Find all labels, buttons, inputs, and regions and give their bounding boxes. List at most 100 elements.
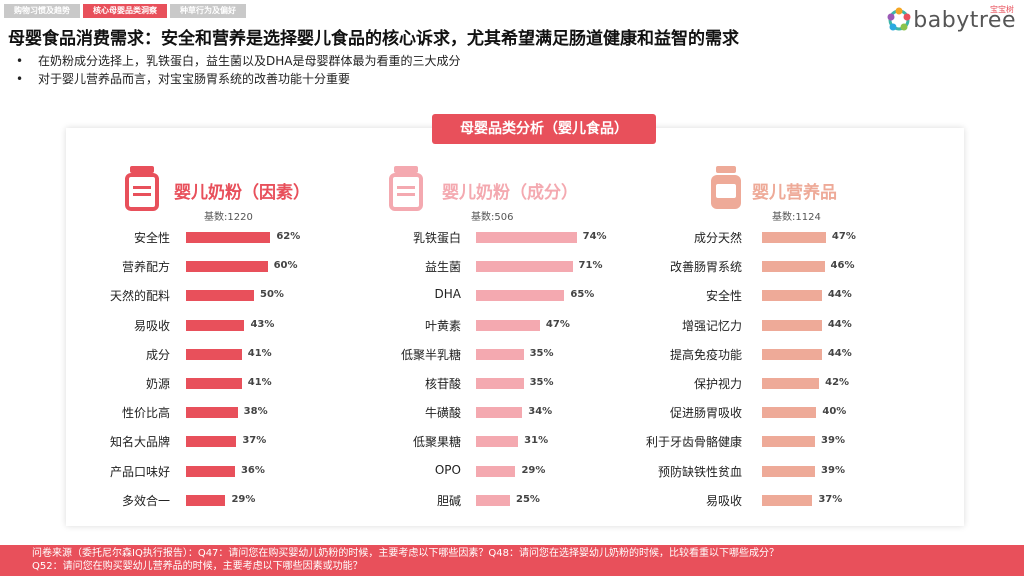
chart-base-count: 基数:1124 xyxy=(772,212,821,223)
tick-label: 奶源 xyxy=(145,377,170,391)
bar xyxy=(762,348,822,360)
tab-shopping-habits[interactable]: 购物习惯及趋势 xyxy=(4,4,80,18)
data-label: 62% xyxy=(276,231,301,242)
bar xyxy=(186,261,268,273)
bar xyxy=(186,436,237,448)
milk-can-icon xyxy=(389,166,423,211)
data-label: 46% xyxy=(830,260,855,272)
tick-label: 知名大品牌 xyxy=(109,435,170,450)
footer-line-1: 问卷来源（委托尼尔森IQ执行报告）：Q47：请问您在购买婴幼儿奶粉的时候，主要考… xyxy=(32,548,780,559)
tick-label: 益生菌 xyxy=(424,260,461,275)
data-label: 44% xyxy=(827,318,852,330)
bar xyxy=(186,407,238,419)
tick-label: 成分天然 xyxy=(693,231,742,245)
bar xyxy=(476,436,519,448)
bar xyxy=(186,494,226,506)
data-label: 39% xyxy=(821,464,845,476)
section-tabs: 购物习惯及趋势 核心母婴品类洞察 种草行为及偏好 xyxy=(4,4,246,18)
tab-seeding-behavior[interactable]: 种草行为及偏好 xyxy=(170,4,246,18)
tick-label: 核苷酸 xyxy=(424,377,461,391)
bar xyxy=(762,319,822,331)
tick-label: 低聚果糖 xyxy=(412,435,461,450)
bar xyxy=(476,378,524,389)
chart-title: 婴儿奶粉（因素） xyxy=(174,183,310,203)
footer-line-2: Q52：请问您在购买婴幼儿营养品的时候，主要考虑以下哪些因素或功能？ xyxy=(32,561,363,572)
data-label: 47% xyxy=(545,318,570,330)
data-label: 43% xyxy=(250,318,275,330)
chart-base-count: 基数:506 xyxy=(471,212,514,223)
tick-label: 安全性 xyxy=(705,289,742,304)
data-label: 38% xyxy=(243,406,268,418)
tick-label: 性价比高 xyxy=(121,406,170,421)
tick-label: 增强记忆力 xyxy=(681,318,742,333)
bar xyxy=(186,319,245,331)
data-label: 35% xyxy=(529,347,554,359)
tick-label: 营养配方 xyxy=(121,260,170,275)
bar xyxy=(762,436,816,448)
page-title: 母婴食品消费需求：安全和营养是选择婴儿食品的核心诉求，尤其希望满足肠道健康和益智… xyxy=(8,29,739,49)
tick-label: 胆碱 xyxy=(436,493,461,508)
tick-label: 易吸收 xyxy=(133,318,170,333)
bar xyxy=(186,348,242,360)
tick-label: 易吸收 xyxy=(705,493,742,508)
milk-can-icon xyxy=(125,166,159,211)
panel-title: 母婴品类分析（婴儿食品） xyxy=(432,114,656,144)
bar xyxy=(186,290,254,302)
chart-title: 婴儿奶粉（成分） xyxy=(442,183,578,203)
bar xyxy=(762,407,817,419)
data-label: 71% xyxy=(578,260,603,272)
data-label: 74% xyxy=(582,231,607,242)
tick-label: 多效合一 xyxy=(121,493,170,508)
chart-title: 婴儿营养品 xyxy=(752,183,837,203)
bar xyxy=(186,378,242,389)
data-label: 65% xyxy=(570,289,595,301)
bar xyxy=(476,319,540,331)
bar xyxy=(476,290,565,302)
data-label: 40% xyxy=(822,406,847,418)
data-label: 29% xyxy=(521,464,546,476)
tick-label: 提高免疫功能 xyxy=(669,347,742,362)
bar xyxy=(186,465,235,477)
data-label: 47% xyxy=(831,231,856,242)
tick-label: 促进肠胃吸收 xyxy=(669,406,742,421)
bullet-item: 在奶粉成分选择上，乳铁蛋白，益生菌以及DHA是母婴群体最为看重的三大成分 xyxy=(16,52,460,70)
data-label: 31% xyxy=(524,435,549,447)
bar xyxy=(476,261,573,273)
data-label: 37% xyxy=(242,435,267,447)
tick-label: 低聚半乳糖 xyxy=(400,347,461,362)
tick-label: OPO xyxy=(434,462,461,477)
bar xyxy=(476,494,510,506)
summary-bullets: 在奶粉成分选择上，乳铁蛋白，益生菌以及DHA是母婴群体最为看重的三大成分 对于婴… xyxy=(16,52,460,88)
tab-core-category-insight[interactable]: 核心母婴品类洞察 xyxy=(83,4,167,18)
data-label: 44% xyxy=(827,289,852,301)
bar xyxy=(762,494,813,506)
tick-label: DHA xyxy=(434,287,461,302)
tick-label: 安全性 xyxy=(133,231,170,245)
bar xyxy=(476,348,524,360)
data-label: 34% xyxy=(528,406,553,418)
data-label: 25% xyxy=(516,493,540,505)
data-label: 41% xyxy=(247,377,272,388)
data-label: 44% xyxy=(827,347,852,359)
tick-label: 改善肠胃系统 xyxy=(669,260,742,275)
bar xyxy=(762,290,822,302)
tick-label: 牛磺酸 xyxy=(424,406,461,421)
data-label: 50% xyxy=(260,289,284,301)
tick-label: 成分 xyxy=(145,347,170,362)
chart-base-count: 基数:1220 xyxy=(204,212,253,223)
bar xyxy=(762,232,826,243)
supplement-jar-icon xyxy=(711,166,741,209)
source-footer: 问卷来源（委托尼尔森IQ执行报告）：Q47：请问您在购买婴幼儿奶粉的时候，主要考… xyxy=(0,545,1024,576)
data-label: 42% xyxy=(825,377,850,388)
babytree-logo-icon xyxy=(887,7,911,31)
bar xyxy=(762,378,820,389)
bar xyxy=(476,407,523,419)
tick-label: 保护视力 xyxy=(693,377,742,391)
tick-label: 利于牙齿骨骼健康 xyxy=(645,435,742,450)
data-label: 41% xyxy=(247,347,272,359)
data-label: 36% xyxy=(240,464,265,476)
data-label: 60% xyxy=(273,260,298,272)
bar xyxy=(476,232,577,243)
tick-label: 天然的配料 xyxy=(109,289,170,304)
bar xyxy=(762,465,816,477)
